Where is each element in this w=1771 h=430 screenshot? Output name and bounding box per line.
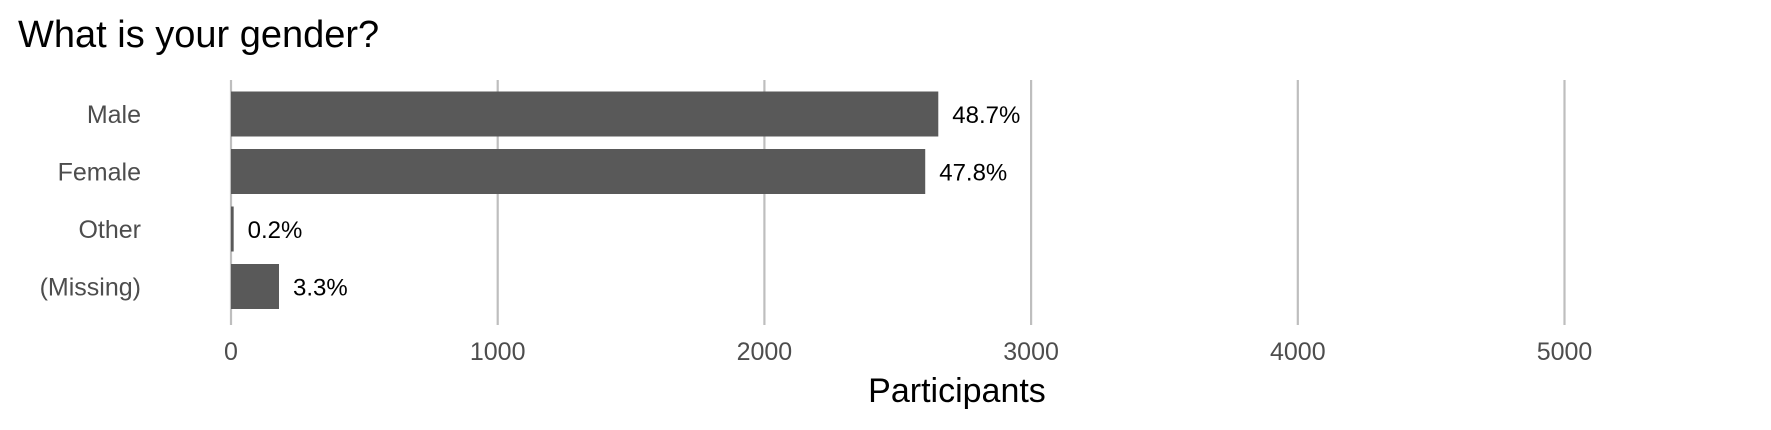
category-label: Female [58,159,141,187]
category-labels: Male Female Other (Missing) [40,101,141,302]
x-tick-label: 2000 [737,338,793,366]
data-labels: 48.7% 47.8% 0.2% 3.3% [248,102,1021,302]
category-label: (Missing) [40,274,141,302]
category-label: Other [78,216,141,244]
x-tick-label: 0 [224,338,238,366]
x-axis-title: Participants [868,372,1046,410]
bars [231,91,939,309]
bar [231,149,926,194]
bar [231,91,939,137]
data-label: 3.3% [293,275,348,302]
x-tick-label: 4000 [1270,338,1326,366]
bar [231,206,234,252]
x-tick-label: 1000 [470,338,526,366]
data-label: 48.7% [952,102,1020,129]
x-tick-label: 5000 [1537,338,1593,366]
x-tick-labels: 0 1000 2000 3000 4000 5000 [224,338,1592,366]
chart-title: What is your gender? [18,14,379,56]
data-label: 47.8% [939,160,1007,187]
bar [231,264,280,309]
data-label: 0.2% [248,217,303,244]
x-tick-label: 3000 [1003,338,1059,366]
category-label: Male [87,101,141,129]
